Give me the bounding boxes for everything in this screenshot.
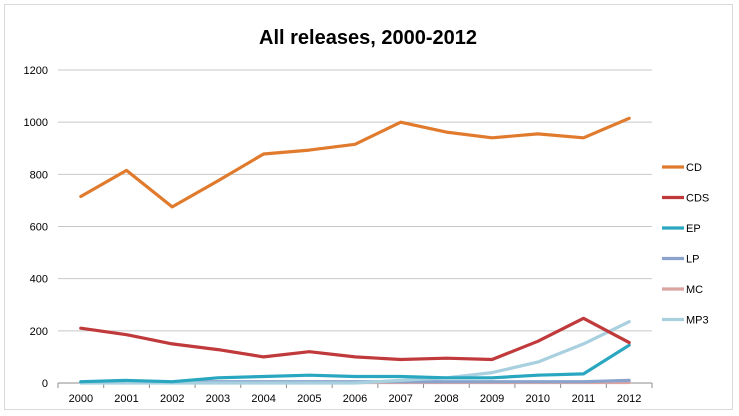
x-tick-label: 2009 (480, 393, 504, 405)
y-tick-label: 800 (30, 169, 48, 181)
legend-label-lp: LP (686, 254, 699, 266)
x-tick-label: 2005 (297, 393, 321, 405)
legend-label-cd: CD (686, 162, 702, 174)
x-tick-label: 2001 (114, 393, 138, 405)
x-tick-label: 2012 (617, 393, 641, 405)
y-tick-label: 200 (30, 326, 48, 338)
chart-title: All releases, 2000-2012 (259, 27, 477, 49)
gridlines (58, 69, 652, 384)
x-tick-label: 2008 (434, 393, 458, 405)
y-tick-label: 1000 (24, 117, 48, 129)
y-tick-label: 1200 (24, 65, 48, 77)
x-tick-label: 2006 (343, 393, 367, 405)
y-tick-label: 400 (30, 274, 48, 286)
x-tick-label: 2000 (69, 393, 93, 405)
legend: CD CDS EP LP MC MP3 (662, 162, 709, 327)
y-tick-label: 0 (42, 378, 48, 390)
series-line-ep (79, 343, 631, 384)
series-line-cd (79, 116, 631, 209)
x-axis-ticks: 2000 2001 2002 2003 2004 2005 2006 2007 2008 2009… (57, 383, 653, 405)
chart-frame (4, 4, 733, 410)
x-tick-label: 2011 (572, 393, 596, 405)
legend-label-mc: MC (686, 284, 703, 296)
y-tick-label: 600 (30, 222, 48, 234)
series-lines (79, 116, 631, 385)
legend-label-cds: CDS (686, 193, 709, 205)
x-tick-label: 2007 (388, 393, 412, 405)
x-tick-label: 2004 (251, 393, 275, 405)
x-tick-label: 2010 (526, 393, 550, 405)
legend-label-ep: EP (686, 223, 701, 235)
legend-label-mp3: MP3 (686, 315, 709, 327)
x-tick-label: 2003 (206, 393, 230, 405)
y-axis-ticks: 0 200 400 600 800 1000 1200 (24, 65, 48, 390)
x-tick-label: 2002 (160, 393, 184, 405)
series-line-cds (79, 316, 631, 362)
